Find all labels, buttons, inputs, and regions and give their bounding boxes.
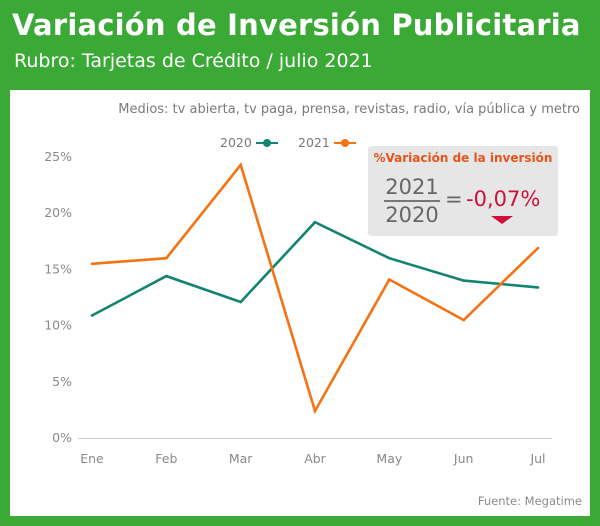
legend-marker-icon: [333, 138, 356, 148]
legend-label: 2020: [220, 135, 252, 150]
data-point-2021: [239, 163, 242, 167]
data-point-2021: [388, 278, 391, 281]
fraction-denominator: 2020: [385, 203, 439, 227]
y-tick-label: 0%: [52, 430, 72, 445]
fraction-bar: [384, 200, 440, 202]
legend-marker-icon: [255, 138, 278, 148]
y-tick-label: 10%: [44, 318, 72, 333]
data-point-2020: [165, 274, 168, 278]
variation-value: -0,07%: [466, 187, 541, 211]
x-tick-label: Jul: [529, 451, 545, 466]
x-tick-label: Mar: [229, 451, 253, 466]
x-tick-label: Abr: [304, 451, 326, 466]
variation-title: %Variación de la inversión: [373, 151, 553, 165]
legend-label: 2021: [298, 135, 330, 150]
fraction-numerator: 2021: [385, 175, 439, 199]
y-tick-label: 25%: [44, 149, 72, 164]
legend-item-2021: 2021: [298, 135, 356, 150]
data-point-2020: [462, 279, 465, 282]
chart-subtitle: Rubro: Tarjetas de Crédito / julio 2021: [14, 50, 373, 72]
data-point-2021: [313, 409, 317, 413]
data-point-2020: [239, 300, 242, 304]
x-tick-label: Ene: [80, 451, 104, 466]
y-tick-label: 5%: [52, 374, 72, 389]
series-line-2020: [91, 220, 539, 317]
y-tick-label: 20%: [44, 205, 72, 220]
media-note: Medios: tv abierta, tv paga, prensa, rev…: [118, 102, 580, 117]
chart-title: Variación de Inversión Publicitaria: [12, 8, 581, 42]
data-point-2020: [313, 220, 317, 224]
x-tick-label: Jun: [453, 451, 474, 466]
line-chart: 0% 5% 10% 15% 20% 25% Ene Feb Mar Abr May Jun Jul: [44, 149, 552, 466]
data-point-2021: [165, 256, 168, 260]
variation-box: %Variación de la inversión 2021 2020 = -…: [368, 146, 558, 236]
data-point-2021: [462, 318, 465, 322]
source-note: Fuente: Megatime: [477, 494, 582, 508]
y-tick-label: 15%: [44, 261, 72, 276]
data-point-2021: [536, 246, 540, 250]
legend-item-2020: 2020: [220, 135, 278, 150]
data-point-2020: [536, 286, 540, 289]
chart-panel: 0% 5% 10% 15% 20% 25% Ene Feb Mar Abr May Jun Jul Me…: [10, 90, 590, 516]
data-point-2020: [90, 314, 94, 317]
equals-sign: =: [445, 187, 463, 211]
data-point-2020: [388, 256, 391, 260]
down-arrow-icon: [491, 216, 513, 224]
year-fraction: 2021 2020: [384, 175, 440, 227]
data-point-2021: [90, 262, 94, 266]
x-tick-label: May: [376, 451, 402, 466]
x-tick-label: Feb: [155, 451, 177, 466]
